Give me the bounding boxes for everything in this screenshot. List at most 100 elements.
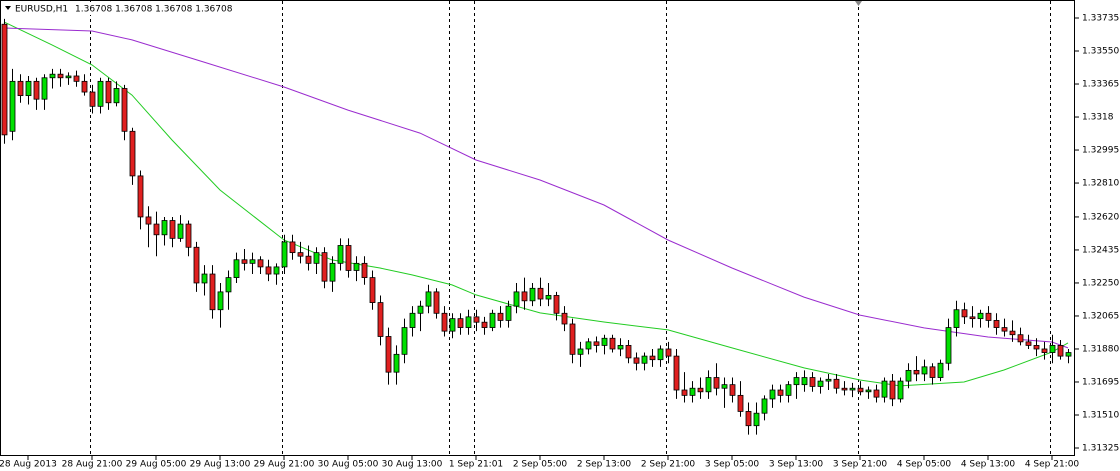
candle-body: [497, 312, 504, 321]
candle-body: [257, 259, 264, 268]
x-tick-label: 4 Sep 21:00: [1025, 460, 1080, 470]
y-tick-label: 1.31325: [1082, 444, 1119, 454]
x-tick-label: 28 Aug 2013: [0, 460, 57, 470]
candle-body: [553, 295, 560, 314]
candle-body: [121, 88, 128, 132]
candle-body: [393, 353, 400, 373]
candle-body: [625, 345, 632, 359]
candle-body: [945, 327, 952, 364]
candle-body: [17, 80, 24, 97]
candle-body: [1, 23, 8, 136]
candle-body: [913, 369, 920, 375]
candle-body: [441, 312, 448, 332]
candle-body: [593, 341, 600, 346]
candle-body: [641, 355, 648, 364]
candle-body: [9, 80, 16, 132]
y-tick-label: 1.33365: [1082, 80, 1119, 90]
candle-body: [1025, 341, 1032, 346]
candle-body: [801, 377, 808, 386]
candle-body: [745, 411, 752, 427]
candle-body: [481, 321, 488, 328]
candle-body: [825, 378, 832, 382]
candle-body: [57, 73, 64, 79]
candle-body: [985, 312, 992, 321]
candle-body: [249, 259, 256, 264]
candle-body: [281, 241, 288, 268]
candle-body: [225, 277, 232, 293]
candle-body: [529, 287, 536, 302]
candle-body: [145, 216, 152, 225]
candle-body: [321, 252, 328, 282]
candle-body: [769, 389, 776, 400]
candle-body: [169, 220, 176, 239]
x-tick-label: 1 Sep 21:01: [449, 460, 503, 470]
candle-body: [793, 377, 800, 386]
candle-body: [689, 387, 696, 396]
candle-body: [809, 377, 816, 387]
candle-body: [377, 302, 384, 337]
candle-body: [873, 389, 880, 398]
candle-body: [897, 380, 904, 400]
candle-body: [369, 277, 376, 303]
y-tick-label: 1.3318: [1082, 113, 1114, 123]
x-tick-label: 3 Sep 13:00: [769, 460, 824, 470]
candle-body: [977, 312, 984, 320]
y-tick-label: 1.32065: [1082, 311, 1119, 321]
candle-body: [161, 220, 168, 236]
candle-body: [81, 80, 88, 93]
candle-body: [513, 291, 520, 307]
y-tick-label: 1.32995: [1082, 146, 1119, 156]
candle-body: [665, 348, 672, 357]
candle-body: [489, 312, 496, 328]
candle-body: [137, 175, 144, 218]
candle-body: [273, 266, 280, 275]
candle-body: [657, 348, 664, 361]
x-tick-label: 3 Sep 05:00: [705, 460, 760, 470]
candle-body: [201, 273, 208, 284]
candle-body: [833, 378, 840, 389]
candle-body: [937, 362, 944, 378]
candle-body: [73, 75, 80, 82]
candle-body: [49, 73, 56, 79]
candle-body: [65, 75, 72, 79]
x-tick-label: 4 Sep 05:00: [897, 460, 952, 470]
candle-body: [305, 255, 312, 264]
x-tick-label: 3 Sep 21:00: [833, 460, 888, 470]
candle-body: [961, 309, 968, 318]
candle-body: [881, 380, 888, 398]
candle-body: [865, 389, 872, 393]
candle-body: [609, 337, 616, 350]
period-marker: [855, 1, 862, 6]
candle-body: [1033, 345, 1040, 350]
candle-body: [537, 287, 544, 300]
candle-body: [1017, 334, 1024, 343]
candle-body: [577, 348, 584, 355]
candle-body: [41, 77, 48, 100]
candle-body: [993, 320, 1000, 328]
candle-body: [425, 291, 432, 307]
candle-body: [433, 291, 440, 314]
candle-body: [729, 384, 736, 396]
candle-body: [217, 291, 224, 311]
candle-body: [905, 369, 912, 382]
candle-body: [361, 262, 368, 279]
candle-body: [177, 223, 184, 239]
x-tick-label: 2 Sep 05:00: [513, 460, 568, 470]
y-tick-label: 1.33550: [1082, 47, 1119, 57]
y-tick-label: 1.31695: [1082, 377, 1119, 387]
candle-body: [785, 384, 792, 396]
x-tick-label: 4 Sep 13:00: [961, 460, 1016, 470]
candle-body: [233, 259, 240, 279]
candle-body: [601, 337, 608, 346]
candle-body: [401, 327, 408, 355]
x-tick-label: 2 Sep 21:00: [641, 460, 696, 470]
candle-body: [817, 380, 824, 387]
candle-body: [929, 366, 936, 378]
candle-body: [417, 305, 424, 314]
candle-body: [329, 262, 336, 282]
candle-body: [297, 252, 304, 257]
candle-body: [1001, 327, 1008, 332]
candle-body: [1041, 348, 1048, 353]
candle-body: [753, 412, 760, 427]
x-tick-label: 29 Aug 13:00: [190, 460, 251, 470]
